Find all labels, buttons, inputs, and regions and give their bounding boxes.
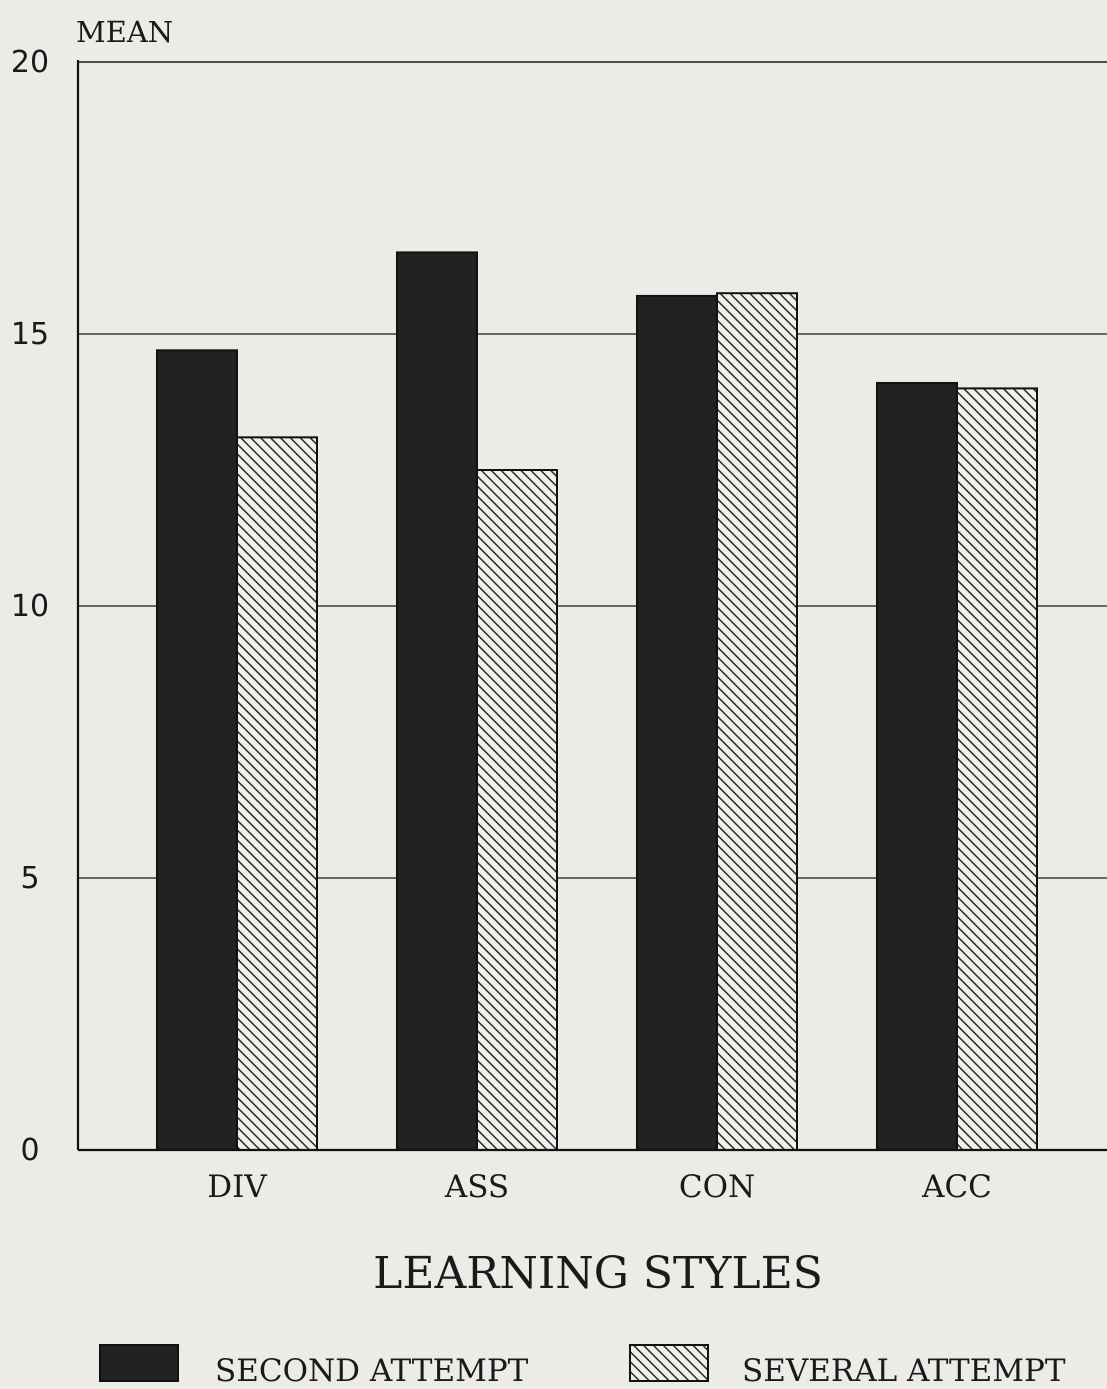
bar-div-series-2 — [236, 436, 318, 1151]
y-tick-label-15: 15 — [11, 317, 49, 352]
x-tick-label-ass: ASS — [444, 1169, 509, 1205]
bar-ass-series-1 — [396, 251, 478, 1151]
bar-div-series-1 — [156, 349, 238, 1151]
y-axis-title: MEAN — [76, 15, 173, 49]
legend-swatch-2 — [629, 1344, 709, 1382]
y-tick-label-10: 10 — [11, 589, 49, 624]
x-tick-label-con: CON — [679, 1169, 755, 1205]
legend-label-1: SECOND ATTEMPT — [215, 1353, 529, 1389]
x-axis-title: LEARNING STYLES — [373, 1248, 823, 1299]
x-tick-label-acc: ACC — [921, 1169, 992, 1205]
x-tick-label-div: DIV — [207, 1169, 267, 1205]
y-tick-label-5: 5 — [20, 861, 39, 896]
bar-acc-series-2 — [956, 387, 1038, 1151]
y-tick-label-20: 20 — [11, 45, 49, 80]
legend-label-2: SEVERAL ATTEMPT — [742, 1353, 1066, 1389]
bar-ass-series-2 — [476, 469, 558, 1151]
bar-con-series-2 — [716, 292, 798, 1151]
bar-acc-series-1 — [876, 381, 958, 1151]
bar-con-series-1 — [636, 294, 718, 1152]
legend-swatch-1 — [99, 1344, 179, 1382]
y-tick-label-0: 0 — [20, 1133, 39, 1168]
